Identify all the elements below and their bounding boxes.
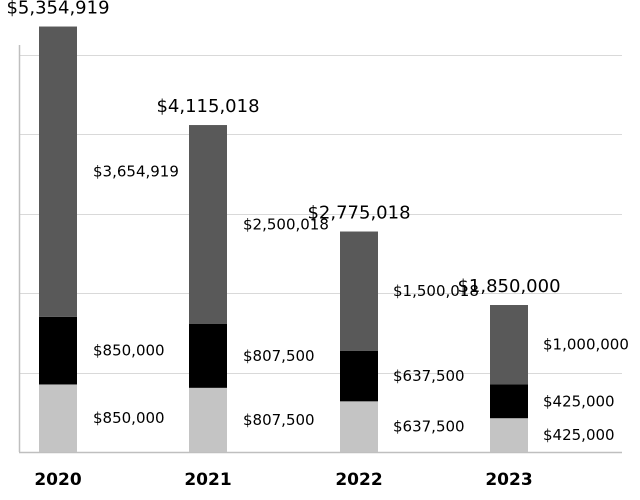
bar-segment-middle	[490, 384, 528, 419]
segment-label-bottom: $850,000	[93, 409, 165, 427]
total-label: $5,354,919	[6, 0, 109, 19]
x-tick-label: 2021	[184, 470, 231, 490]
x-tick-label: 2020	[34, 470, 81, 490]
bar-segment-bottom	[340, 401, 378, 452]
segment-label-top: $1,000,000	[543, 336, 629, 354]
bar-segment-middle	[340, 350, 378, 402]
x-tick-label: 2023	[485, 470, 532, 490]
bar-segment-middle	[39, 316, 77, 385]
bar-segment-top	[189, 125, 227, 324]
bar-segment-top	[490, 305, 528, 385]
segment-label-bottom: $807,500	[243, 411, 315, 429]
total-label: $4,115,018	[156, 96, 259, 117]
total-label: $2,775,018	[307, 203, 410, 224]
segment-label-middle: $425,000	[543, 392, 615, 410]
data-labels: $850,000 $850,000 $3,654,919 $5,354,919 $807…	[6, 0, 628, 444]
segment-label-bottom: $637,500	[393, 418, 465, 436]
bar-segment-top	[340, 231, 378, 351]
x-tick-label: 2022	[335, 470, 382, 490]
segment-label-bottom: $425,000	[543, 426, 615, 444]
bar-segment-bottom	[490, 418, 528, 452]
total-label: $1,850,000	[457, 276, 560, 297]
segment-label-top: $2,500,018	[243, 215, 329, 233]
segment-label-middle: $637,500	[393, 367, 465, 385]
bar-segment-middle	[189, 323, 227, 388]
bar-segment-bottom	[189, 387, 227, 452]
bars	[39, 26, 528, 452]
segment-label-middle: $807,500	[243, 347, 315, 365]
segment-label-middle: $850,000	[93, 342, 165, 360]
segment-label-top: $1,500,018	[393, 282, 479, 300]
bar-segment-bottom	[39, 384, 77, 452]
axes	[18, 45, 622, 454]
bar-segment-top	[39, 26, 77, 317]
x-tick-labels: 2020 2021 2022 2023	[34, 470, 532, 490]
segment-label-top: $3,654,919	[93, 163, 179, 181]
